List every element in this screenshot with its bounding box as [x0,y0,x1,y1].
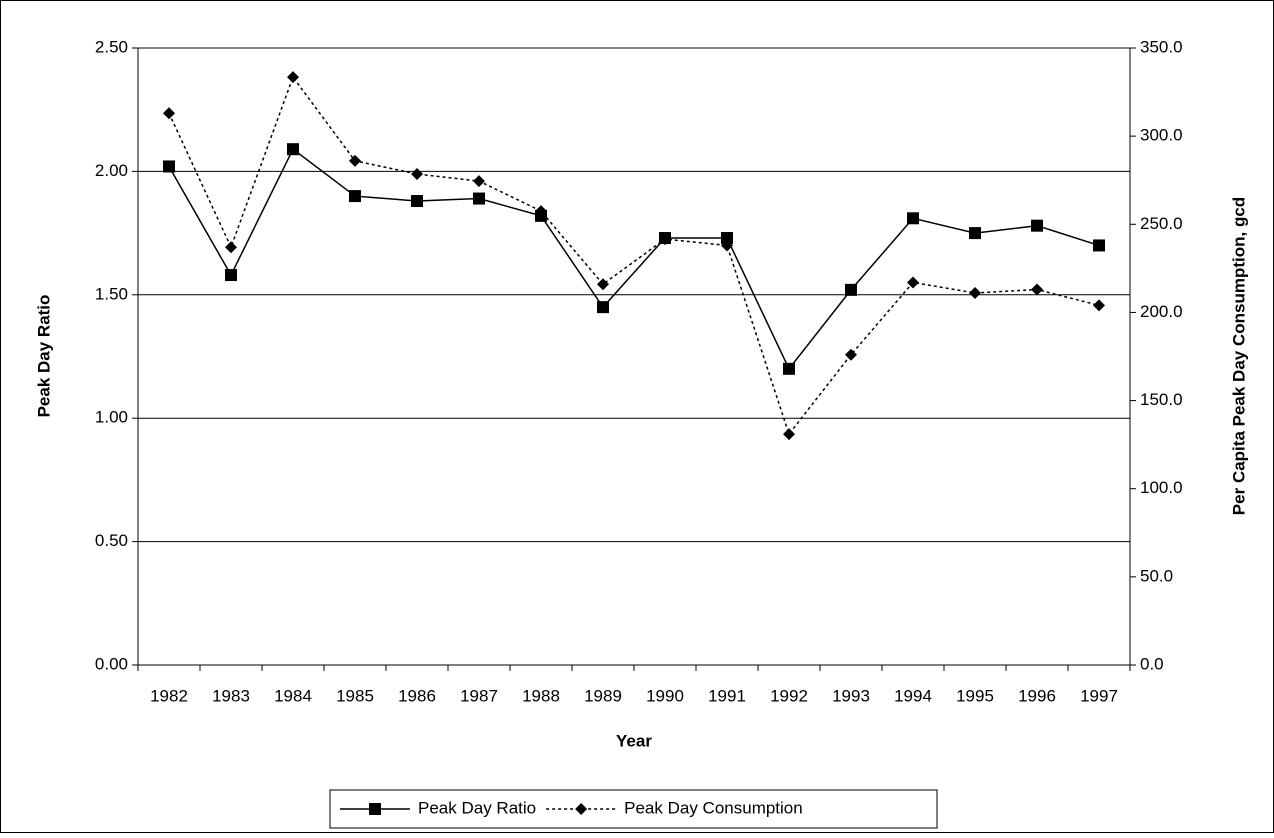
marker-square [287,143,299,156]
x-tick-label: 1996 [1018,686,1056,705]
y2-tick-label: 250.0 [1140,214,1183,233]
y2-tick-label: 350.0 [1140,37,1183,56]
marker-diamond [349,154,361,167]
marker-diamond [721,239,733,252]
y2-tick-label: 100.0 [1140,478,1183,497]
marker-diamond [287,71,299,84]
marker-square [845,283,857,296]
marker-diamond [597,278,609,291]
x-tick-label: 1990 [646,686,684,705]
marker-square [369,803,381,815]
y2-tick-label: 50.0 [1140,566,1173,585]
marker-square [349,190,361,203]
marker-diamond [163,107,175,120]
y-tick-label: 0.00 [95,654,128,673]
legend-label: Peak Day Consumption [624,798,803,817]
y2-tick-label: 300.0 [1140,126,1183,145]
y-axis-label: Peak Day Ratio [34,295,53,418]
x-axis-label: Year [616,731,652,750]
marker-diamond [1031,283,1043,296]
x-tick-label: 1997 [1080,686,1118,705]
y-tick-label: 2.50 [95,37,128,56]
marker-diamond [783,428,795,441]
y2-tick-label: 150.0 [1140,390,1183,409]
x-tick-label: 1987 [460,686,498,705]
y-tick-label: 0.50 [95,531,128,550]
x-tick-label: 1994 [894,686,932,705]
y2-tick-label: 200.0 [1140,302,1183,321]
marker-diamond [225,241,237,254]
y-tick-label: 1.00 [95,408,128,427]
x-tick-label: 1983 [212,686,250,705]
marker-square [907,212,919,225]
legend-label: Peak Day Ratio [418,798,536,817]
marker-square [969,227,981,240]
x-tick-label: 1982 [150,686,188,705]
x-tick-label: 1993 [832,686,870,705]
x-tick-label: 1985 [336,686,374,705]
marker-square [1093,239,1105,252]
marker-square [473,192,485,205]
series-line [168,148,1100,371]
marker-diamond [845,348,857,361]
x-tick-label: 1988 [522,686,560,705]
marker-diamond [473,175,485,188]
x-tick-label: 1986 [398,686,436,705]
marker-diamond [575,803,588,815]
marker-diamond [535,205,547,218]
marker-square [1031,219,1043,232]
marker-diamond [907,276,919,289]
x-tick-label: 1991 [708,686,746,705]
marker-square [163,160,175,173]
y2-tick-label: 0.0 [1140,654,1164,673]
marker-diamond [969,287,981,300]
marker-square [721,232,733,245]
x-tick-label: 1989 [584,686,622,705]
y2-axis-label: Per Capita Peak Day Consumption, gcd [1229,197,1248,515]
series-line [168,75,1100,436]
marker-square [225,269,237,282]
marker-square [411,195,423,208]
y-tick-label: 2.00 [95,161,128,180]
marker-diamond [659,233,671,246]
legend-box [329,789,938,829]
x-tick-label: 1992 [770,686,808,705]
x-tick-label: 1995 [956,686,994,705]
marker-square [597,301,609,314]
marker-square [783,362,795,375]
y-tick-label: 1.50 [95,284,128,303]
x-tick-label: 1984 [274,686,312,705]
marker-diamond [1093,299,1105,312]
marker-diamond [411,168,423,181]
